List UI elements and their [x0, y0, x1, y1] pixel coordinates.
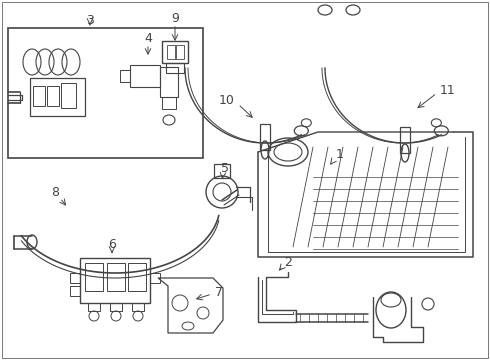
Bar	[47, 86, 59, 106]
Bar	[214, 164, 230, 178]
Bar	[120, 70, 130, 82]
Bar	[400, 127, 410, 153]
Text: 5: 5	[221, 162, 229, 175]
Bar	[70, 273, 80, 283]
Bar	[260, 124, 270, 150]
Bar	[33, 86, 45, 106]
Text: 1: 1	[336, 148, 344, 162]
Text: 10: 10	[219, 94, 235, 107]
Bar	[80, 258, 150, 303]
Bar	[30, 78, 85, 116]
Text: 6: 6	[108, 238, 116, 252]
Bar	[167, 45, 175, 59]
Bar	[128, 263, 146, 291]
Bar	[160, 67, 178, 97]
Bar	[8, 28, 203, 158]
Text: 11: 11	[440, 84, 456, 96]
Bar	[166, 63, 184, 73]
Text: 2: 2	[284, 256, 292, 270]
Text: 3: 3	[86, 13, 94, 27]
Bar	[176, 45, 184, 59]
Bar	[85, 263, 103, 291]
Bar	[162, 41, 188, 63]
Text: 9: 9	[171, 12, 179, 24]
Bar	[107, 263, 125, 291]
Text: 7: 7	[215, 285, 223, 298]
Text: 4: 4	[144, 31, 152, 45]
Bar	[61, 83, 76, 108]
Text: 8: 8	[51, 186, 59, 199]
Bar	[132, 303, 144, 311]
Bar	[110, 303, 122, 311]
Bar	[130, 65, 160, 87]
Bar	[70, 286, 80, 296]
Bar	[162, 97, 176, 109]
Bar	[150, 273, 160, 283]
Bar	[88, 303, 100, 311]
